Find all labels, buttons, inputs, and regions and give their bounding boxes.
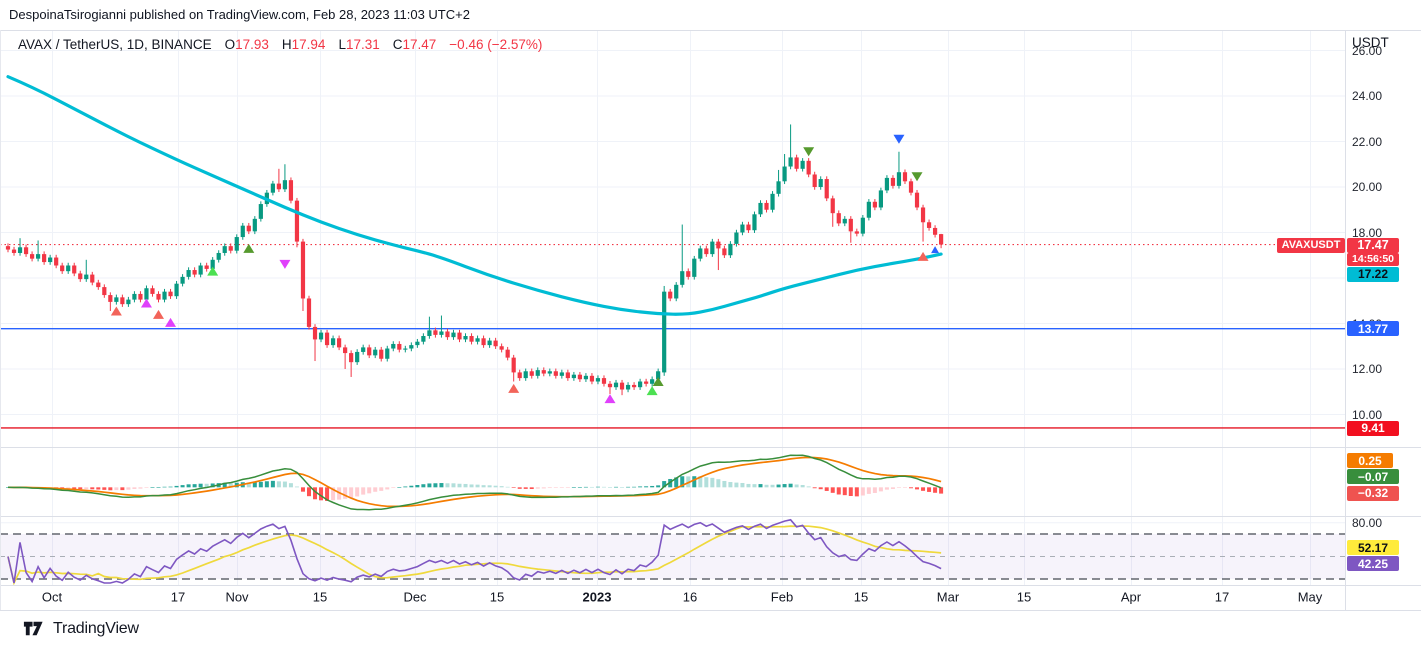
last-price-badge: 17.47 (1347, 237, 1399, 253)
price-tick-label: 10.00 (1352, 407, 1383, 422)
price-tick-label: 18.00 (1352, 225, 1383, 240)
time-tick-label: 17 (1214, 589, 1230, 605)
macd-hist-badge: −0.32 (1347, 485, 1399, 501)
price-tick-label: 20.00 (1352, 180, 1383, 194)
time-tick-label: Oct (41, 589, 63, 605)
symbol-name-badge: AVAXUSDT (1277, 238, 1345, 253)
time-tick-label: 16 (682, 589, 698, 605)
price-tick-label: 24.00 (1352, 89, 1383, 103)
level-13-77-badge: 13.77 (1347, 321, 1399, 336)
signal-markers (110, 134, 940, 404)
ma-line (6, 75, 943, 316)
time-tick-label: May (1297, 589, 1323, 605)
rsi-value-badge: 42.25 (1347, 556, 1399, 571)
publication-banner: DespoinaTsirogianni published on Trading… (0, 0, 1421, 29)
pane-separators (0, 30, 1421, 611)
time-tick-label: 15 (312, 589, 328, 605)
time-tick-label: 15 (853, 589, 869, 605)
rsi-ma-badge: 52.17 (1347, 540, 1399, 555)
level-9-41-badge: 9.41 (1347, 420, 1399, 436)
macd-line-badge: −0.07 (1347, 469, 1399, 484)
macd-signal-badge: 0.25 (1347, 453, 1393, 468)
price-scale[interactable]: USDT 26.0024.0022.0020.0018.0014.0012.00… (1345, 30, 1421, 610)
price-tick-label: 22.00 (1352, 134, 1383, 149)
price-tick-label: 12.00 (1352, 362, 1383, 376)
price-levels (0, 244, 1345, 429)
change-value: −0.46 (−2.57%) (449, 37, 543, 52)
price-tick-label: 26.00 (1352, 43, 1383, 58)
time-tick-label: 15 (1016, 589, 1032, 605)
time-tick-label: 17 (170, 589, 186, 605)
time-tick-label: Mar (936, 589, 960, 605)
ohlc-high: H17.94 (281, 37, 326, 52)
quote-currency-label: USDT (1352, 35, 1389, 50)
ohlc-low: L17.31 (338, 37, 380, 52)
time-tick-label: 15 (489, 589, 505, 605)
time-tick-label: 2023 (582, 589, 612, 605)
macd-indicator (6, 454, 944, 511)
time-tick-label: Nov (225, 589, 249, 605)
rsi-indicator (0, 518, 1345, 586)
countdown-badge: 14:56:50 (1347, 253, 1399, 266)
ohlc-close: C17.47 (392, 37, 437, 52)
ohlc-open: O17.93 (224, 37, 269, 52)
time-tick-label: Apr (1120, 589, 1142, 605)
tradingview-logo-icon[interactable] (22, 617, 45, 640)
gridlines (0, 30, 1345, 585)
time-scale[interactable]: Oct 17 Nov 15 Dec 15 2023 16 Feb 15 Mar 15 Apr 17 May (0, 585, 1345, 610)
time-tick-label: Feb (770, 589, 794, 605)
candlestick-series (5, 124, 944, 396)
brand-name[interactable]: TradingView (53, 619, 139, 637)
footer: TradingView (22, 617, 139, 640)
symbol-legend: AVAX / TetherUS, 1D, BINANCE O17.93 H17.94… (18, 37, 555, 52)
symbol-name[interactable]: AVAX / TetherUS, 1D, BINANCE (18, 37, 212, 52)
time-tick-label: Dec (403, 589, 427, 605)
ma-value-badge: 17.22 (1347, 266, 1399, 282)
rsi-tick-label: 80.00 (1352, 515, 1383, 530)
